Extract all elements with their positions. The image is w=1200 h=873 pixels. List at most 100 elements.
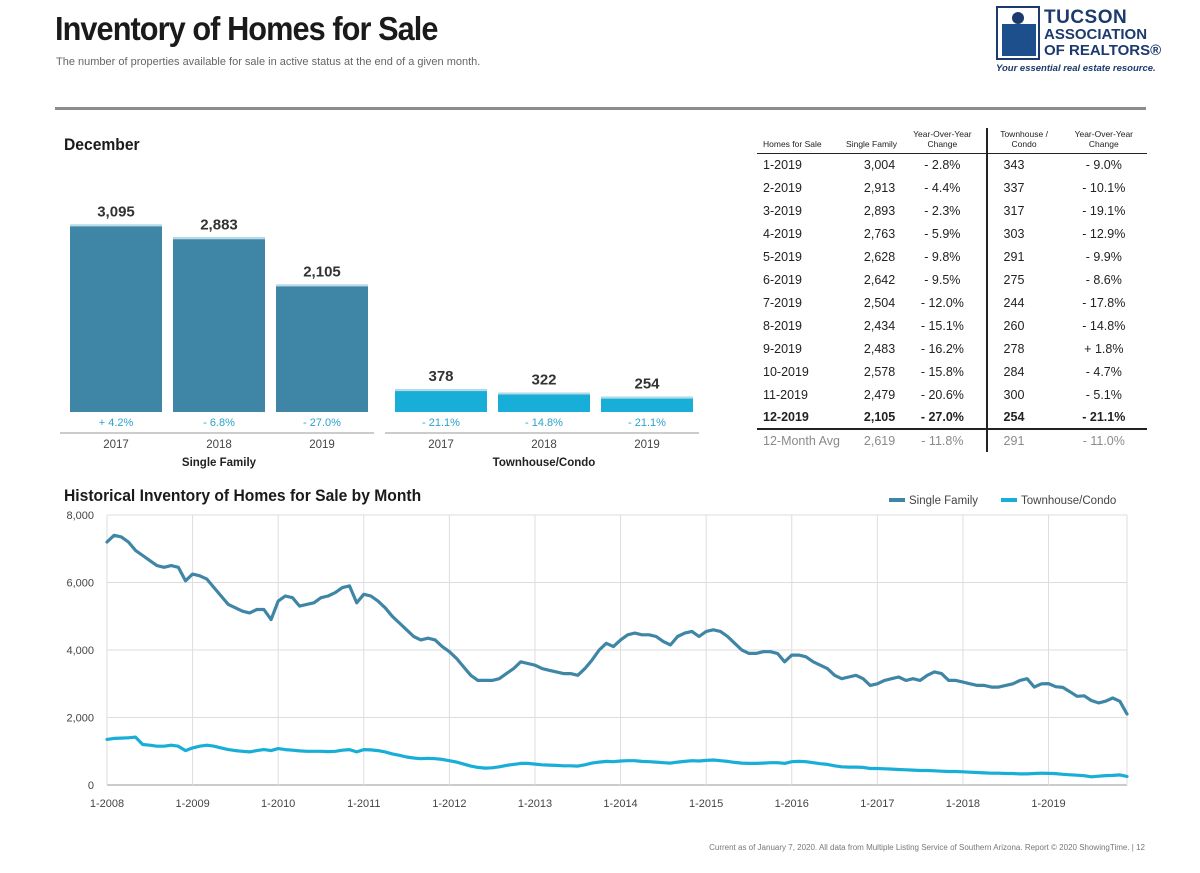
y-tick-label: 4,000 — [66, 645, 94, 657]
table-cell: 4-2019 — [763, 226, 802, 241]
table-cell: 284 — [1003, 364, 1025, 379]
bar-group-label: Townhouse/Condo — [493, 457, 596, 469]
table-cell: 278 — [1003, 341, 1025, 356]
bar-value-label: 2,105 — [303, 263, 341, 280]
table-row: 3-2019 2,893- 2.3% 317 - 19.1% — [757, 199, 1147, 223]
table-row: 12-Month Avg 2,619- 11.8% 291 - 11.0% — [757, 429, 1147, 453]
table-cell: 10-2019 — [763, 364, 809, 379]
bar-change-label: - 6.8% — [203, 417, 235, 429]
table-cell: 2,483 — [863, 341, 896, 356]
table-cell: 337 — [1003, 180, 1025, 195]
table-cell: 2,893 — [863, 203, 896, 218]
table-row: 6-2019 2,642- 9.5% 275 - 8.6% — [757, 268, 1147, 292]
table-cell: - 4.4% — [899, 176, 988, 200]
bar-change-label: - 21.1% — [628, 417, 666, 429]
table-cell: 275 — [1003, 272, 1025, 287]
table-row: 10-2019 2,578- 15.8% 284 - 4.7% — [757, 360, 1147, 384]
x-tick-label: 1-2016 — [775, 798, 809, 810]
bar-year-label: 2019 — [309, 439, 335, 451]
x-tick-label: 1-2018 — [946, 798, 980, 810]
table-cell: 3-2019 — [763, 203, 802, 218]
table-cell: 300 — [1003, 387, 1025, 402]
bar-value-label: 378 — [428, 368, 453, 385]
table-row: 1-2019 3,004- 2.8% 343 - 9.0% — [757, 153, 1147, 177]
table-cell: - 16.2% — [899, 337, 988, 361]
bar-value-label: 322 — [531, 371, 556, 388]
x-tick-label: 1-2017 — [860, 798, 894, 810]
bar-value-label: 254 — [634, 376, 660, 393]
legend-label: Townhouse/Condo — [1021, 495, 1116, 507]
table-cell: - 21.1% — [1060, 406, 1147, 431]
table-row: 9-2019 2,483- 16.2% 278 + 1.8% — [757, 337, 1147, 361]
table-cell: - 27.0% — [899, 406, 988, 431]
y-tick-label: 6,000 — [66, 578, 94, 590]
x-tick-label: 1-2019 — [1031, 798, 1065, 810]
single-family-line — [105, 533, 1129, 716]
bar-top-highlight — [173, 237, 265, 240]
x-tick-label: 1-2014 — [603, 798, 637, 810]
historical-line-chart: 0 2,000 4,000 6,000 8,000 1-2008 1-2009 1-2010 1… — [66, 495, 1129, 810]
logo-emblem-icon — [996, 6, 1040, 60]
line-section-label: Historical Inventory of Homes for Sale b… — [64, 486, 422, 505]
table-cell: 2,642 — [863, 272, 896, 287]
bar-top-highlight — [498, 392, 590, 395]
table-cell: 9-2019 — [763, 341, 802, 356]
table-cell: - 14.8% — [1082, 318, 1126, 333]
bar-top-highlight — [601, 396, 693, 399]
table-cell: 2,105 — [843, 406, 900, 431]
table-cell: 291 — [1003, 434, 1025, 449]
x-tick-label: 1-2010 — [261, 798, 295, 810]
table-header-cell: Single Family — [843, 128, 900, 154]
bar-top-highlight — [70, 224, 162, 227]
table-row: 5-2019 2,628- 9.8% 291 - 9.9% — [757, 245, 1147, 269]
bar-top-highlight — [395, 389, 487, 392]
table-cell: - 9.9% — [1085, 249, 1122, 264]
table-cell: - 20.6% — [899, 383, 988, 407]
footer-note: Current as of January 7, 2020. All data … — [709, 843, 1145, 852]
table-cell: 12-Month Avg — [763, 434, 840, 449]
page-subtitle: The number of properties available for s… — [56, 56, 481, 68]
table-cell: 7-2019 — [763, 295, 802, 310]
logo-line-1: TUCSON — [1044, 7, 1128, 28]
inventory-table: Homes for Sale Single Family Year-Over-Yea… — [757, 128, 1147, 453]
association-logo: TUCSON ASSOCIATION OF REALTORS® Your ess… — [996, 6, 1161, 74]
table-cell: - 11.8% — [899, 429, 988, 453]
table-header-cell: Homes for Sale — [757, 128, 844, 154]
logo-line-2: ASSOCIATION — [1044, 26, 1148, 43]
table-cell: 254 — [986, 406, 1061, 431]
bar-value-label: 3,095 — [97, 203, 135, 220]
x-tick-label: 1-2008 — [90, 798, 124, 810]
table-row: 2-2019 2,913- 4.4% 337 - 10.1% — [757, 176, 1147, 200]
page-title: Inventory of Homes for Sale — [55, 10, 438, 47]
header-divider — [55, 107, 1146, 110]
table-cell: 2,504 — [863, 295, 896, 310]
table-cell: 2,763 — [863, 226, 896, 241]
y-tick-label: 2,000 — [66, 713, 94, 725]
table-cell: - 17.8% — [1082, 295, 1126, 310]
bar — [601, 396, 693, 412]
bar-change-label: + 4.2% — [99, 417, 134, 429]
x-tick-label: 1-2011 — [347, 798, 380, 810]
table-cell: - 9.5% — [899, 268, 988, 292]
table-header-cell: Townhouse / Condo — [986, 128, 1061, 154]
table-cell: 2,913 — [863, 180, 896, 195]
x-tick-label: 1-2013 — [518, 798, 552, 810]
legend-swatch — [1001, 498, 1017, 502]
table-cell: + 1.8% — [1084, 341, 1124, 356]
table-row: 4-2019 2,763- 5.9% 303 - 12.9% — [757, 222, 1147, 246]
bar-section-label: December — [64, 135, 140, 154]
table-cell: - 4.7% — [1085, 364, 1122, 379]
bar-year-label: 2018 — [206, 439, 232, 451]
bar — [70, 224, 162, 412]
bar — [276, 284, 368, 412]
table-cell: - 12.9% — [1082, 226, 1126, 241]
bar-year-label: 2019 — [634, 439, 660, 451]
table-cell: - 19.1% — [1082, 203, 1126, 218]
table-cell: - 5.9% — [899, 222, 988, 246]
table-cell: 291 — [1003, 249, 1025, 264]
x-tick-label: 1-2012 — [432, 798, 466, 810]
x-tick-label: 1-2015 — [689, 798, 723, 810]
table-row: 12-2019 2,105- 27.0% 254- 21.1% — [757, 406, 1147, 431]
table-cell: - 9.8% — [899, 245, 988, 269]
logo-line-3: OF REALTORS® — [1044, 42, 1162, 59]
